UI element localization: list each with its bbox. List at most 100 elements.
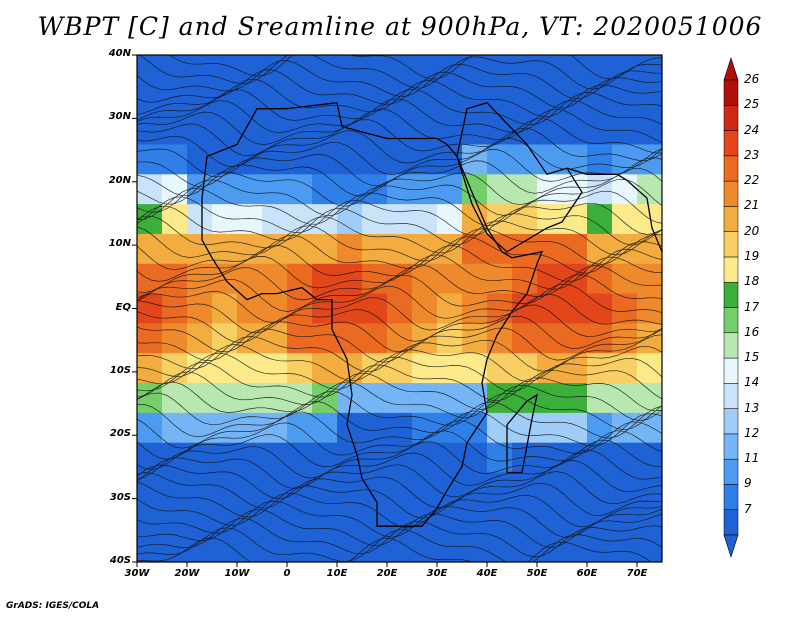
field-cell bbox=[487, 472, 513, 503]
coastline-path bbox=[456, 101, 583, 253]
colorbar-swatch bbox=[723, 357, 739, 384]
field-cell bbox=[337, 532, 363, 562]
field-cell bbox=[312, 323, 338, 354]
field-cell bbox=[437, 174, 463, 205]
field-cell bbox=[462, 144, 488, 175]
field-cell bbox=[387, 204, 413, 235]
field-cell bbox=[137, 353, 163, 384]
lat-tick-label: 20S bbox=[109, 428, 131, 440]
field-cell bbox=[287, 174, 313, 205]
field-cell bbox=[412, 323, 438, 354]
streamline bbox=[137, 304, 662, 344]
colorbar-swatch bbox=[723, 105, 739, 131]
colorbar-max-arrow bbox=[723, 57, 739, 81]
colorbar-swatch bbox=[723, 509, 739, 536]
field-cell bbox=[212, 323, 238, 354]
colorbar-label: 25 bbox=[744, 97, 760, 112]
streamline bbox=[137, 117, 662, 157]
field-cell bbox=[337, 144, 363, 175]
field-cell bbox=[287, 84, 313, 116]
lon-tick-label: 60E bbox=[576, 568, 598, 579]
streamline bbox=[137, 471, 662, 509]
field-cell bbox=[237, 502, 263, 533]
field-cell bbox=[362, 204, 388, 235]
field-cell bbox=[362, 383, 388, 414]
field-cell bbox=[237, 472, 263, 503]
field-cell bbox=[437, 532, 463, 562]
field-cell bbox=[462, 263, 488, 295]
field-cell bbox=[587, 204, 613, 235]
field-cell bbox=[587, 174, 613, 205]
field-cell bbox=[612, 502, 638, 533]
field-cell bbox=[262, 293, 288, 325]
streamline bbox=[137, 88, 662, 126]
field-cell bbox=[462, 55, 488, 86]
field-cell bbox=[137, 442, 163, 474]
field-cell bbox=[337, 55, 363, 86]
field-cell bbox=[562, 204, 588, 235]
lat-tick-label: 40S bbox=[109, 555, 131, 566]
field-cell bbox=[237, 353, 263, 384]
field-cell bbox=[312, 84, 338, 116]
field-cell bbox=[487, 204, 513, 235]
field-cell bbox=[187, 204, 213, 235]
field-cell bbox=[612, 532, 638, 562]
field-cell bbox=[587, 233, 613, 265]
streamline bbox=[137, 334, 662, 373]
lon-tick-label: 50E bbox=[526, 568, 548, 579]
field-cell bbox=[237, 233, 263, 265]
field-cell bbox=[137, 55, 163, 86]
streamline bbox=[137, 127, 662, 167]
field-cell bbox=[412, 204, 438, 235]
field-cell bbox=[512, 144, 538, 175]
colorbar-label: 21 bbox=[744, 198, 760, 213]
field-cell bbox=[387, 114, 413, 146]
streamline bbox=[137, 327, 662, 363]
lon-tick-label: 70E bbox=[626, 568, 648, 579]
lat-tick-label: 20N bbox=[108, 174, 131, 186]
field-cell bbox=[587, 323, 613, 354]
streamline bbox=[168, 55, 662, 80]
streamline bbox=[137, 361, 662, 402]
field-cell bbox=[212, 472, 238, 503]
streamline bbox=[138, 55, 662, 90]
field-cell bbox=[337, 174, 363, 205]
streamline bbox=[137, 234, 662, 274]
field-cell bbox=[137, 532, 163, 562]
field-cell bbox=[612, 472, 638, 503]
field-cell bbox=[412, 442, 438, 474]
colorbar-label: 15 bbox=[744, 350, 760, 365]
field-cell bbox=[262, 502, 288, 533]
field-cell bbox=[437, 204, 463, 235]
colorbar-label: 26 bbox=[744, 72, 760, 86]
field-cell bbox=[337, 412, 363, 444]
colorbar-swatch bbox=[723, 206, 739, 232]
streamline bbox=[137, 460, 662, 500]
streamline bbox=[137, 215, 662, 256]
field-cell bbox=[387, 353, 413, 384]
colorbar-label: 24 bbox=[744, 122, 760, 137]
field-cell bbox=[537, 383, 563, 414]
streamline bbox=[137, 205, 662, 246]
field-cell bbox=[387, 323, 413, 354]
field-cell bbox=[612, 84, 638, 116]
field-cell bbox=[212, 55, 238, 86]
streamline bbox=[137, 381, 662, 421]
streamline bbox=[137, 60, 662, 100]
colorbar-swatch bbox=[723, 383, 739, 409]
colorbar-swatch bbox=[723, 231, 739, 258]
field-cell bbox=[587, 114, 613, 146]
field-cell bbox=[437, 263, 463, 295]
field-cell bbox=[287, 114, 313, 146]
field-cell bbox=[537, 55, 563, 86]
field-cell bbox=[487, 263, 513, 295]
field-cell bbox=[287, 442, 313, 474]
field-cell bbox=[462, 502, 488, 533]
field-cell bbox=[312, 532, 338, 562]
field-cell bbox=[587, 144, 613, 175]
colorbar-swatch bbox=[723, 180, 739, 207]
field-cell bbox=[312, 502, 338, 533]
streamline bbox=[137, 196, 662, 236]
field-cell bbox=[512, 472, 538, 503]
streamline bbox=[137, 492, 662, 529]
